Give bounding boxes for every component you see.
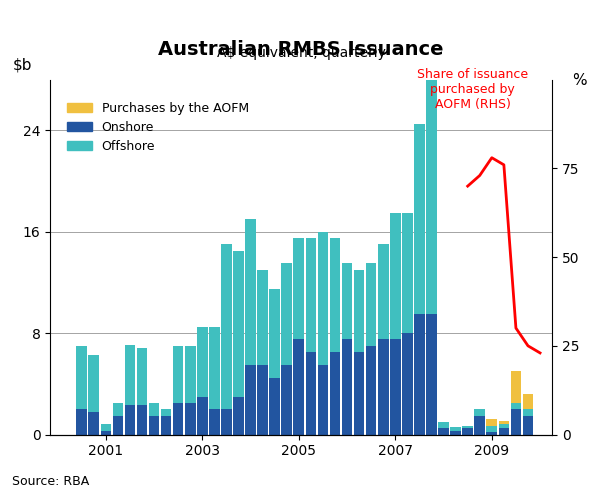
Bar [185,346,196,403]
Bar [173,346,184,403]
Bar [475,409,485,416]
Bar [197,396,208,434]
Bar [499,428,509,434]
Bar [233,251,244,396]
Bar [209,327,220,409]
Bar [149,416,160,434]
Bar [463,428,473,434]
Bar [523,394,533,409]
Bar [329,238,340,352]
Bar [402,213,413,333]
Bar [342,340,352,434]
Bar [511,371,521,403]
Bar [426,314,437,434]
Bar [390,340,401,434]
Bar [499,424,509,428]
Bar [76,346,87,409]
Bar [414,314,425,434]
Bar [378,340,389,434]
Bar [281,263,292,365]
Bar [438,428,449,434]
Bar [305,238,316,352]
Bar [233,396,244,434]
Bar [463,425,473,428]
Bar [137,405,148,434]
Bar [245,219,256,365]
Bar [499,421,509,424]
Bar [523,409,533,416]
Bar [185,403,196,434]
Bar [475,416,485,434]
Bar [487,420,497,425]
Bar [317,232,328,365]
Bar [293,340,304,434]
Legend: Purchases by the AOFM, Onshore, Offshore: Purchases by the AOFM, Onshore, Offshore [62,97,254,158]
Bar [221,409,232,434]
Bar [426,0,437,314]
Bar [221,245,232,409]
Bar [149,403,160,416]
Bar [305,352,316,434]
Bar [257,270,268,365]
Bar [113,403,123,416]
Bar [113,416,123,434]
Y-axis label: %: % [572,72,587,88]
Bar [76,409,87,434]
Bar [438,422,449,428]
Bar [523,416,533,434]
Bar [245,365,256,434]
Text: A$ equivalent, quarterly: A$ equivalent, quarterly [217,46,386,60]
Bar [402,333,413,434]
Bar [137,349,148,405]
Bar [317,365,328,434]
Bar [257,365,268,434]
Bar [366,346,376,434]
Bar [88,354,99,412]
Bar [366,263,376,346]
Text: Source: RBA: Source: RBA [12,475,89,488]
Bar [269,378,280,434]
Y-axis label: $b: $b [13,58,32,72]
Bar [390,213,401,340]
Bar [487,432,497,434]
Bar [293,238,304,340]
Bar [101,424,111,431]
Bar [209,409,220,434]
Bar [125,405,135,434]
Bar [329,352,340,434]
Bar [354,352,364,434]
Bar [269,289,280,378]
Bar [101,431,111,434]
Bar [451,431,461,434]
Bar [88,412,99,434]
Text: Share of issuance
purchased by
AOFM (RHS): Share of issuance purchased by AOFM (RHS… [417,69,528,111]
Bar [161,416,172,434]
Bar [378,245,389,340]
Bar [354,270,364,352]
Bar [342,263,352,340]
Bar [511,403,521,409]
Bar [414,124,425,314]
Bar [511,409,521,434]
Bar [197,327,208,396]
Bar [161,409,172,416]
Title: Australian RMBS Issuance: Australian RMBS Issuance [158,39,444,59]
Bar [451,427,461,431]
Bar [281,365,292,434]
Bar [173,403,184,434]
Bar [125,345,135,405]
Bar [487,425,497,432]
